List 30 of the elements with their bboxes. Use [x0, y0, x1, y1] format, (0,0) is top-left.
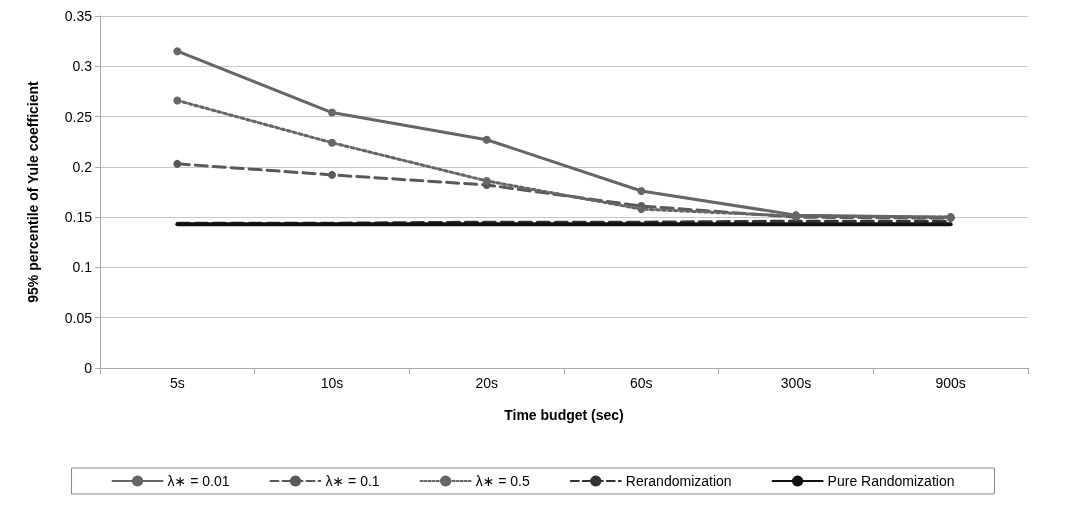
y-tick-label: 0.1 — [72, 259, 93, 276]
point — [328, 138, 336, 147]
point — [637, 187, 646, 195]
y-axis-title: 95% percentile of Yule coefficient — [25, 80, 41, 303]
point — [173, 47, 182, 56]
legend-label: λ∗ = 0.5 — [475, 473, 530, 489]
y-tick-label: 0.2 — [72, 158, 93, 175]
point — [173, 159, 182, 168]
x-tick-label: 10s — [320, 375, 344, 391]
point — [173, 96, 182, 105]
x-tick-label: 20s — [475, 375, 498, 391]
point — [482, 176, 491, 185]
y-tick-label: 0.05 — [64, 309, 93, 326]
legend-label: λ∗ = 0.1 — [325, 473, 380, 489]
point — [328, 170, 336, 179]
x-axis-title: Time budget (sec) — [504, 407, 624, 423]
y-tick-label: 0.3 — [72, 58, 93, 75]
x-tick-label: 5s — [169, 375, 185, 391]
legend-label: Rerandomization — [625, 473, 732, 489]
point — [328, 108, 336, 117]
legend-label: λ∗ = 0.01 — [167, 473, 230, 489]
legend-label: Pure Randomization — [827, 473, 955, 489]
y-tick-label: 0.15 — [64, 209, 93, 226]
y-tick-label: 0 — [84, 360, 93, 376]
point — [482, 135, 491, 144]
x-tick-label: 300s — [780, 375, 812, 391]
y-tick-label: 0.25 — [64, 108, 93, 125]
x-tick-label: 900s — [935, 375, 966, 391]
x-tick-label: 60s — [630, 375, 653, 391]
y-tick-label: 0.35 — [64, 8, 93, 24]
